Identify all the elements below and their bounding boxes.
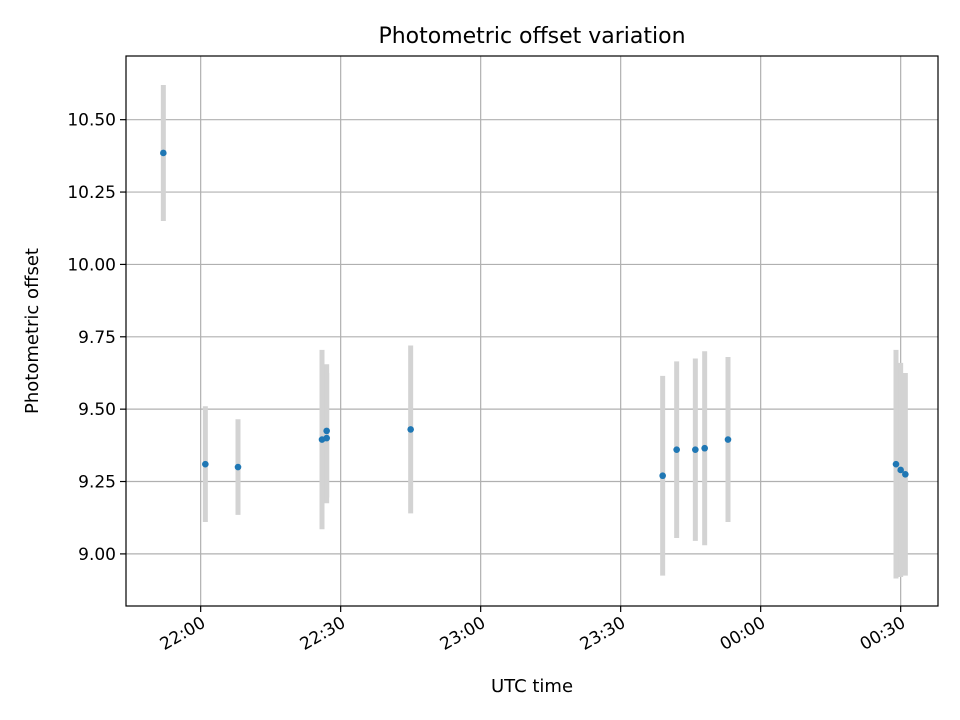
- x-axis-ticks: 22:00 22:30 23:00 23:30 00:00 00:30: [157, 606, 909, 655]
- y-tick-label: 9.00: [78, 545, 116, 565]
- y-axis-ticks: 9.00 9.25 9.50 9.75 10.00 10.25 10.50: [67, 111, 126, 565]
- y-axis-label: Photometric offset: [22, 248, 43, 414]
- y-tick-label: 10.50: [67, 111, 116, 131]
- data-point-13: [897, 466, 904, 474]
- data-point-1: [202, 460, 209, 468]
- y-tick-label: 9.75: [78, 328, 116, 348]
- data-point-8: [673, 446, 680, 453]
- data-point-10: [701, 444, 708, 452]
- error-bars: [160, 84, 908, 579]
- grid-lines: [126, 56, 938, 606]
- data-point-6: [407, 426, 414, 433]
- y-tick-label: 10.25: [67, 183, 116, 203]
- data-point-2: [234, 463, 242, 471]
- x-tick-label: 23:00: [437, 613, 489, 655]
- x-tick-label: 22:30: [297, 613, 349, 655]
- data-point-7: [659, 472, 666, 480]
- y-tick-label: 9.25: [78, 473, 116, 493]
- x-axis-label: UTC time: [491, 676, 573, 697]
- data-point-0: [160, 149, 167, 157]
- data-point-11: [724, 436, 732, 443]
- y-tick-label: 10.00: [67, 255, 116, 275]
- y-tick-label: 9.50: [78, 400, 116, 420]
- data-point-9: [692, 446, 699, 453]
- data-point-12: [892, 460, 900, 468]
- chart-title: Photometric offset variation: [378, 24, 685, 49]
- x-tick-label: 00:00: [717, 613, 769, 655]
- x-tick-label: 00:30: [857, 613, 909, 655]
- data-point-5: [323, 434, 330, 442]
- plot-frame: [125, 55, 939, 607]
- x-tick-label: 22:00: [157, 613, 209, 655]
- data-point-4: [323, 427, 330, 435]
- x-tick-label: 23:30: [577, 613, 629, 655]
- data-points: [160, 149, 909, 480]
- data-point-14: [902, 470, 909, 478]
